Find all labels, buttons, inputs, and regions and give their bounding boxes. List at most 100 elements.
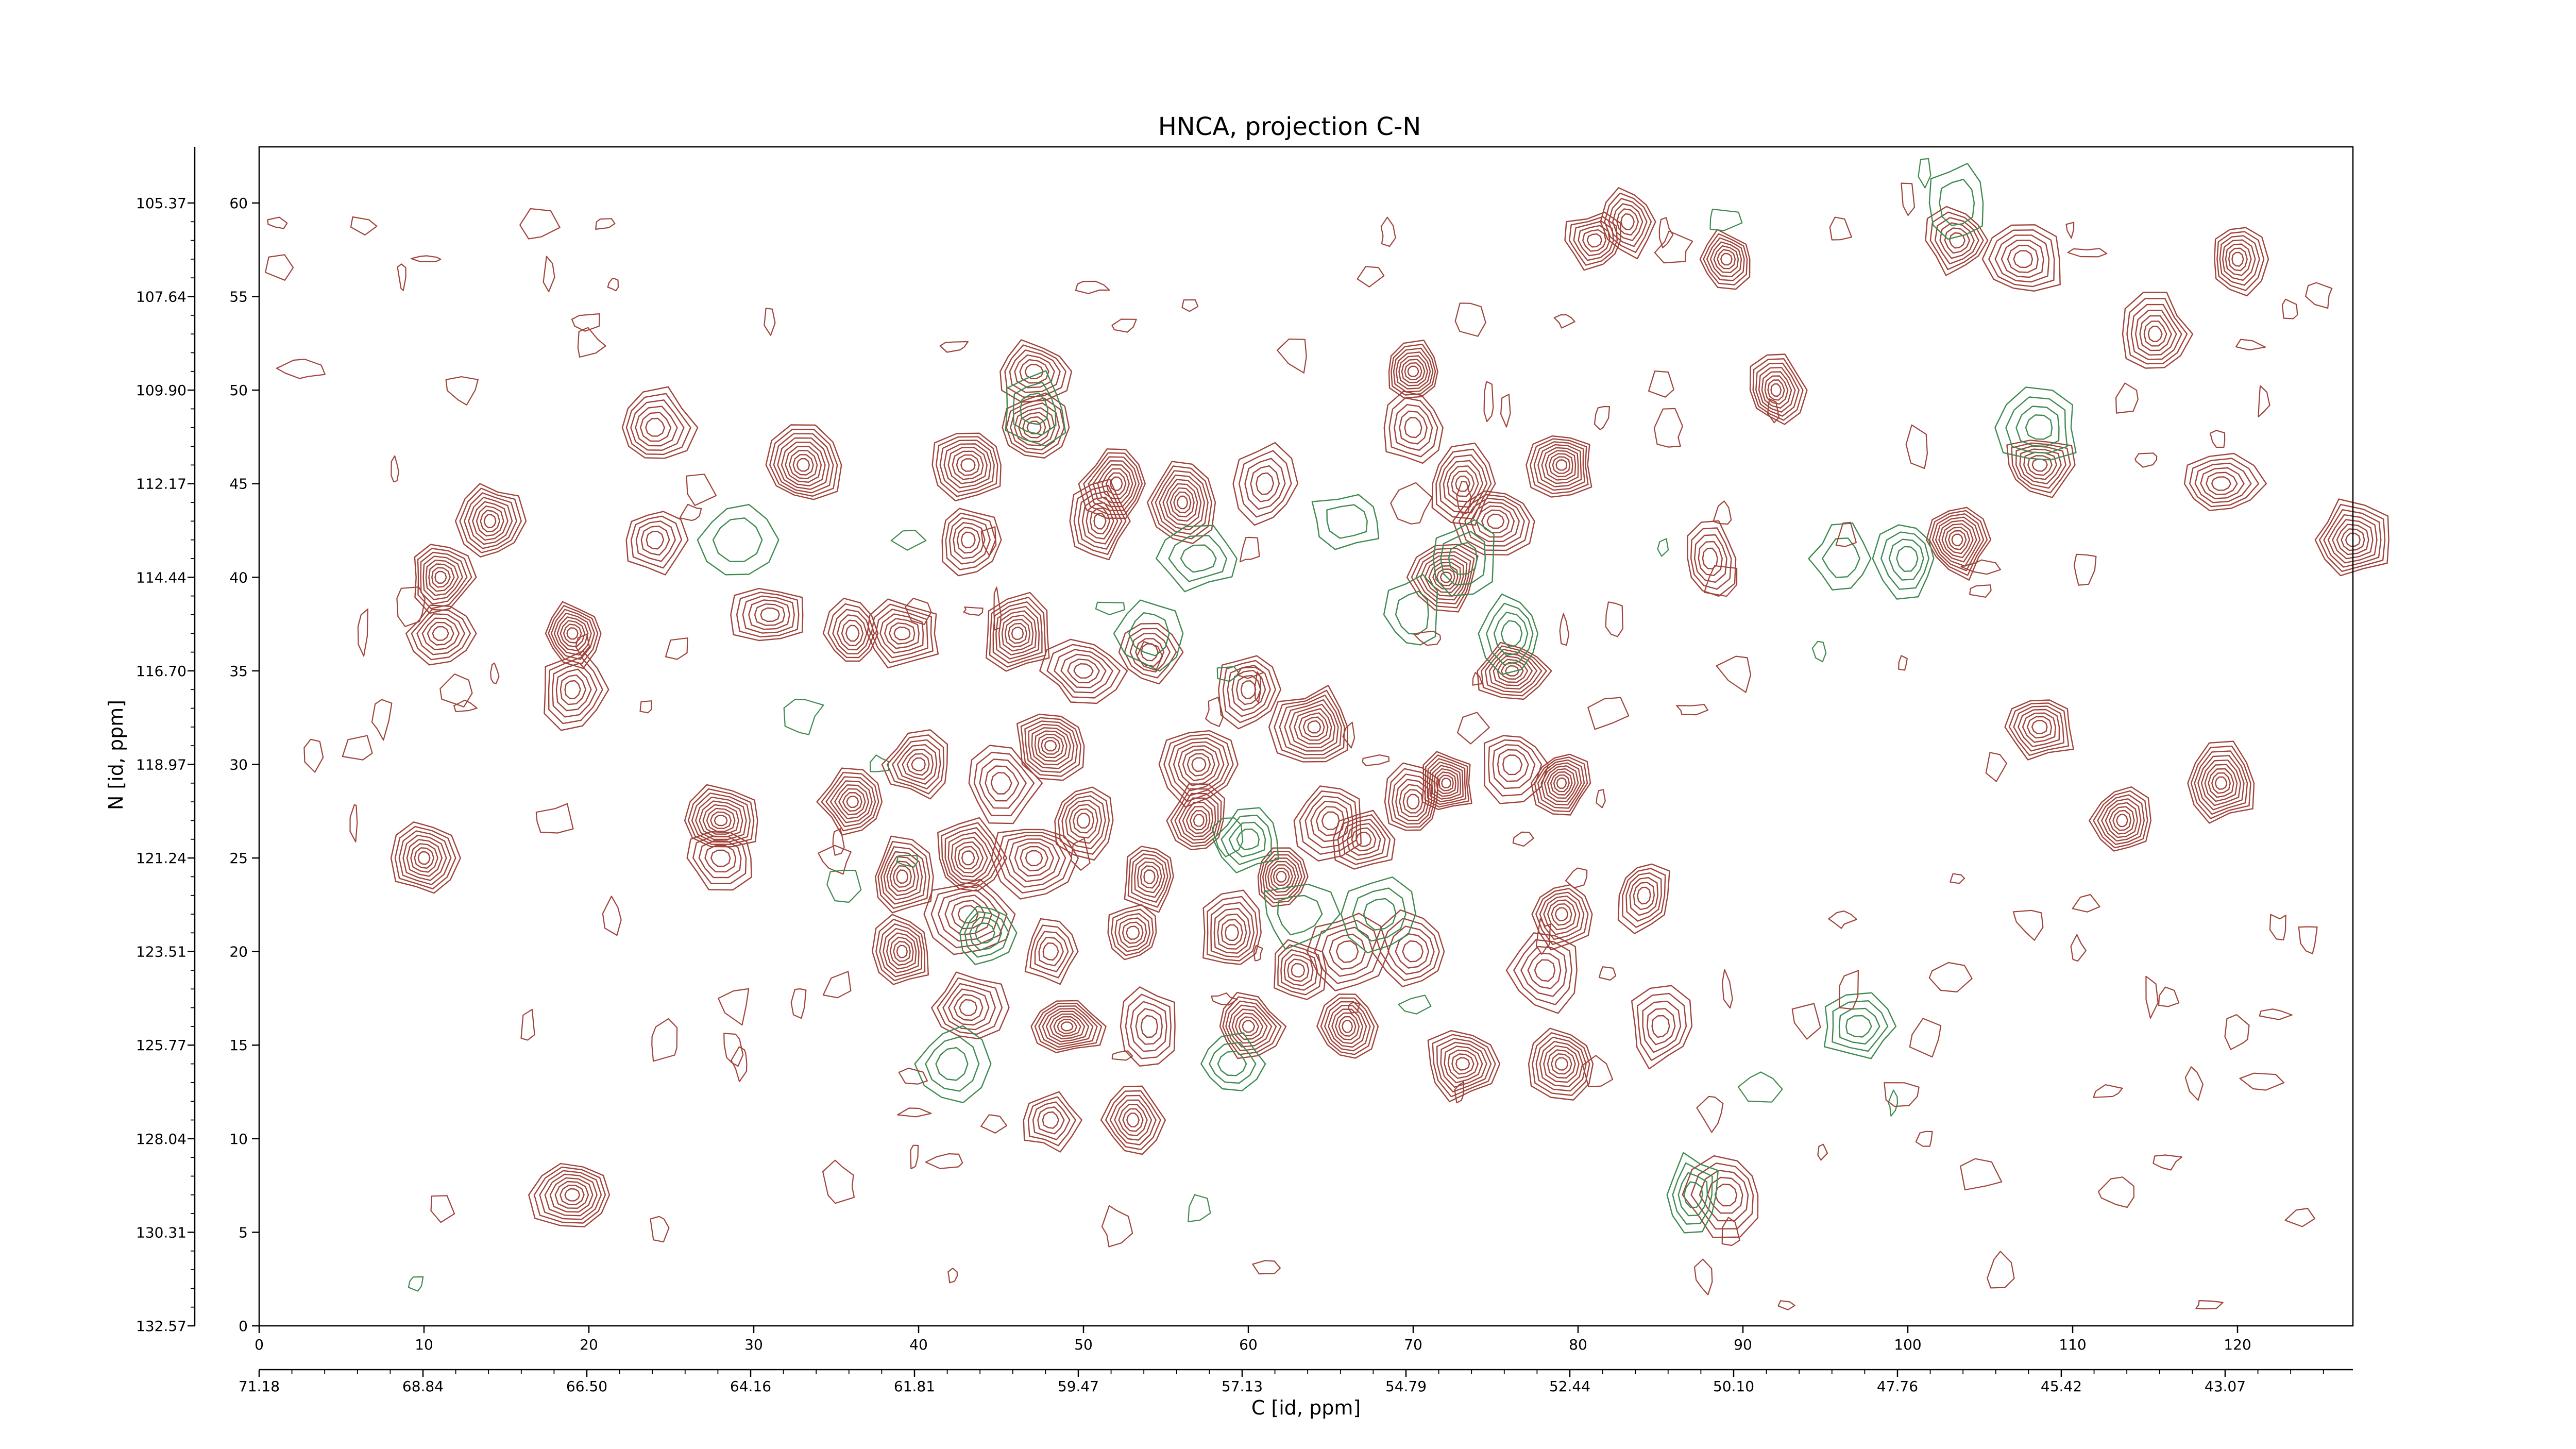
positive-peak-contour [2143, 321, 2167, 347]
positive-peak-contour [2011, 442, 2071, 494]
positive-peak-contour [1505, 665, 1520, 677]
noise-contour [2097, 1176, 2134, 1208]
positive-peak-contour [698, 840, 742, 879]
positive-peak-contour [421, 617, 460, 650]
noise-contour [1357, 266, 1385, 288]
noise-contour [905, 598, 932, 625]
positive-peak-contour [1274, 939, 1327, 1000]
positive-peak-contour [428, 563, 455, 592]
positive-peak-contour [1926, 507, 1992, 581]
positive-peak-contour [1129, 633, 1171, 673]
noise-contour [1483, 381, 1494, 423]
positive-peak-contour [1008, 838, 1060, 882]
positive-peak-contour [564, 1188, 581, 1202]
positive-peak-contour [417, 548, 472, 610]
positive-peak-contour [684, 784, 758, 848]
negative-peak-contour [1939, 178, 1975, 226]
positive-peak-contour [1001, 614, 1034, 652]
positive-peak-contour [1388, 340, 1438, 399]
negative-peak-contour [959, 905, 1018, 965]
positive-peak-contour [1935, 217, 1979, 265]
positive-peak-contour [959, 999, 978, 1016]
positive-peak-contour [1342, 818, 1386, 861]
positive-peak-contour [528, 1162, 611, 1227]
noise-contour [651, 1018, 678, 1062]
y-ppm-tick-label: 114.44 [136, 569, 187, 586]
positive-peak-contour [2013, 250, 2033, 268]
noise-contour [1559, 613, 1570, 646]
positive-peak-contour [1351, 827, 1377, 852]
contour-layer [265, 158, 2389, 1310]
positive-peak-contour [1034, 730, 1067, 762]
positive-peak-contour [1631, 985, 1692, 1070]
positive-peak-contour [1338, 1016, 1357, 1037]
positive-peak-contour [1185, 806, 1211, 834]
noise-contour [939, 341, 969, 353]
noise-contour [1737, 1071, 1783, 1103]
positive-peak-contour [1020, 717, 1081, 777]
positive-peak-contour [1622, 868, 1666, 928]
noise-contour [1413, 630, 1441, 646]
positive-peak-contour [549, 1177, 594, 1213]
positive-peak-contour [2327, 514, 2378, 564]
positive-peak-contour [2089, 786, 2151, 852]
positive-peak-contour [998, 610, 1037, 655]
positive-peak-contour [1077, 491, 1123, 550]
positive-peak-contour [1488, 739, 1543, 797]
noise-contour [1709, 208, 1743, 231]
noise-contour [2134, 452, 2158, 468]
positive-peak-contour [875, 835, 934, 914]
positive-peak-contour [1761, 371, 1792, 409]
positive-peak-contour [1090, 507, 1111, 535]
positive-peak-contour [1452, 490, 1535, 555]
y-index-tick-label: 25 [229, 850, 248, 867]
positive-peak-contour [1433, 768, 1459, 797]
y-ppm-tick-label: 125.77 [136, 1037, 187, 1054]
positive-peak-contour [1486, 513, 1505, 529]
positive-peak-contour [1101, 468, 1130, 499]
positive-peak-contour [1444, 1046, 1483, 1084]
positive-peak-contour [699, 800, 743, 838]
positive-peak-contour [1126, 925, 1140, 940]
positive-peak-contour [1440, 1041, 1487, 1088]
positive-peak-contour [1097, 464, 1133, 503]
positive-peak-contour [2231, 251, 2244, 267]
positive-peak-contour [879, 613, 924, 654]
positive-peak-contour [1384, 762, 1439, 831]
positive-peak-contour [1600, 187, 1656, 260]
positive-peak-contour [1024, 918, 1079, 985]
positive-peak-contour [886, 932, 917, 970]
positive-peak-contour [2001, 240, 2044, 278]
negative-peak-contour [1683, 1181, 1703, 1208]
positive-peak-contour [1008, 622, 1027, 644]
positive-peak-contour [958, 846, 979, 870]
noise-contour [2065, 222, 2075, 239]
positive-peak-contour [1173, 741, 1225, 791]
positive-peak-contour [2214, 227, 2269, 297]
positive-peak-contour [1608, 198, 1648, 247]
plot-frame [258, 146, 2354, 1327]
positive-peak-contour [621, 386, 699, 459]
noise-contour [822, 1159, 855, 1204]
positive-peak-contour [1155, 470, 1209, 535]
positive-peak-contour [1076, 813, 1091, 829]
x-ppm-tick-label: 52.44 [1549, 1378, 1590, 1395]
noise-contour [595, 218, 616, 230]
positive-peak-contour [1401, 359, 1426, 383]
positive-peak-contour [635, 520, 676, 562]
noise-contour [679, 503, 702, 521]
positive-peak-contour [867, 598, 939, 669]
y-axis-label: N [id, ppm] [105, 700, 127, 810]
positive-peak-contour [1302, 716, 1325, 737]
positive-peak-contour [1041, 737, 1061, 755]
positive-peak-contour [792, 454, 814, 476]
positive-peak-contour [1284, 699, 1339, 752]
noise-contour [303, 738, 324, 773]
positive-peak-contour [1093, 512, 1107, 530]
positive-peak-contour [714, 815, 728, 827]
positive-peak-contour [1720, 252, 1733, 266]
noise-contour [1594, 406, 1611, 430]
positive-peak-contour [1273, 867, 1290, 886]
noise-contour [357, 608, 368, 657]
positive-peak-contour [1280, 949, 1318, 991]
